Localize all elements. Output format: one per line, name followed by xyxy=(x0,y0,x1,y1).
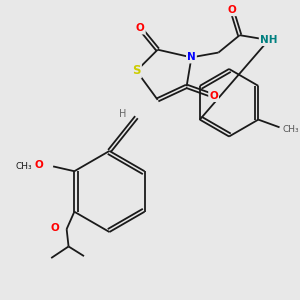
Text: O: O xyxy=(228,5,236,15)
Text: S: S xyxy=(132,64,141,77)
Text: CH₃: CH₃ xyxy=(16,162,32,171)
Text: CH₃: CH₃ xyxy=(283,125,299,134)
Text: O: O xyxy=(209,91,218,101)
Text: N: N xyxy=(187,52,196,62)
Text: O: O xyxy=(34,160,43,170)
Text: H: H xyxy=(119,109,127,119)
Text: NH: NH xyxy=(260,35,278,45)
Text: O: O xyxy=(136,23,145,33)
Text: O: O xyxy=(51,223,59,233)
